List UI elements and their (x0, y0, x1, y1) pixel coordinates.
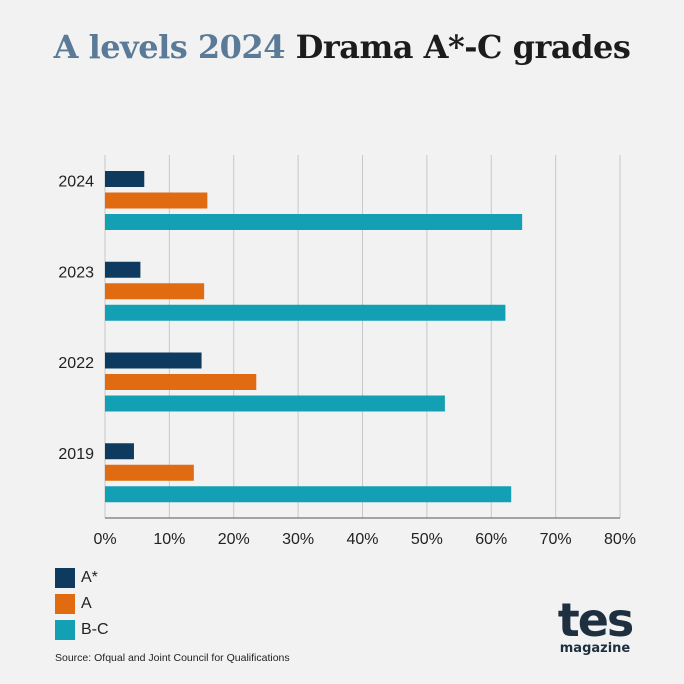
legend-item-a: A (55, 594, 109, 614)
legend-label-astar: A* (81, 569, 98, 586)
bar-2024-b-c (105, 214, 523, 230)
x-tick-label: 20% (218, 531, 250, 548)
bar-2023-a (105, 283, 205, 300)
logo-subtitle: magazine (559, 641, 631, 656)
chart-title: A levels 2024 Drama A*-C grades (0, 28, 684, 66)
bar-2024-a (105, 192, 208, 209)
bar-2023-astar (105, 261, 141, 278)
y-category-label: 2019 (58, 446, 94, 463)
legend-label-bc: B-C (81, 621, 109, 638)
legend-item-bc: B-C (55, 620, 109, 640)
x-tick-label: 60% (475, 531, 507, 548)
x-tick-label: 40% (346, 531, 378, 548)
bar-2022-a (105, 374, 257, 390)
y-category-label: 2022 (58, 355, 94, 372)
source-note: Source: Ofqual and Joint Council for Qua… (55, 652, 290, 664)
x-tick-label: 50% (411, 531, 443, 548)
x-tick-label: 30% (282, 531, 314, 548)
x-tick-label: 70% (540, 531, 572, 548)
legend-swatch-astar (55, 568, 75, 588)
legend-swatch-bc (55, 620, 75, 640)
legend-label-a: A (81, 595, 92, 612)
bar-2022-b-c (105, 395, 445, 412)
y-category-label: 2024 (58, 174, 94, 191)
x-tick-label: 10% (153, 531, 185, 548)
bar-2022-astar (105, 352, 202, 369)
x-tick-label: 0% (93, 531, 116, 548)
legend-item-astar: A* (55, 568, 109, 588)
legend: A* A B-C (55, 568, 109, 646)
bar-2019-b-c (105, 486, 512, 503)
bar-2023-b-c (105, 304, 506, 321)
bar-2024-astar (105, 171, 145, 187)
x-tick-label: 80% (604, 531, 636, 548)
logo-word: tes (557, 593, 635, 647)
bar-2019-a (105, 464, 194, 481)
tes-logo: tes magazine (555, 593, 635, 656)
title-rest: Drama A*-C grades (295, 28, 631, 66)
y-category-label: 2023 (58, 264, 94, 281)
bar-2019-astar (105, 443, 134, 460)
title-lead: A levels 2024 (53, 28, 286, 66)
legend-swatch-a (55, 594, 75, 614)
